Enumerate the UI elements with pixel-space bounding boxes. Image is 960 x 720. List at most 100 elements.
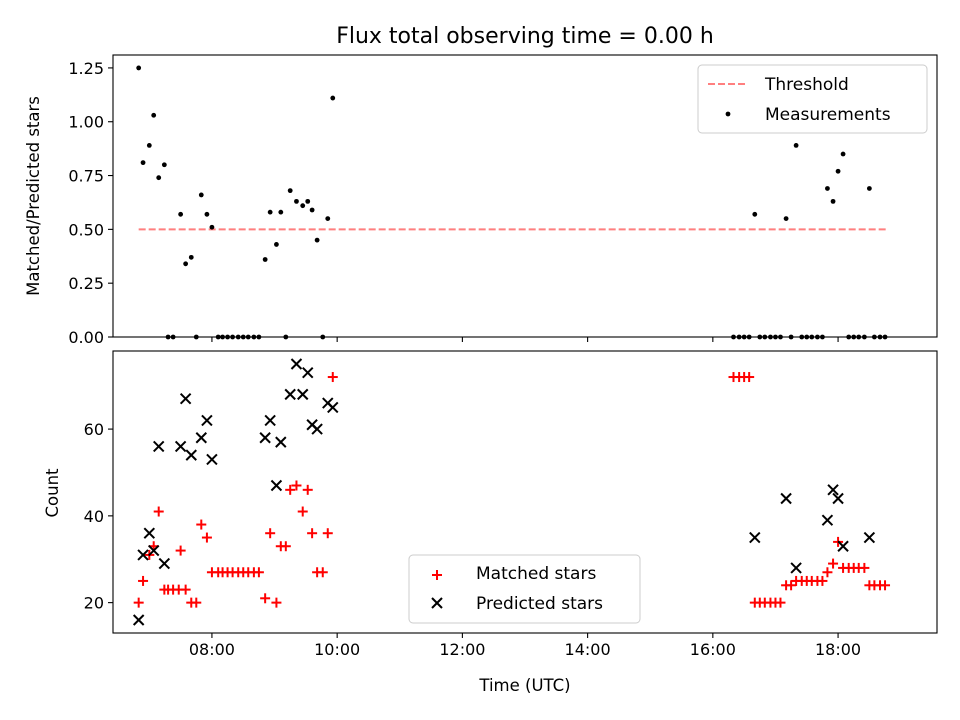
predicted-stars-point — [290, 358, 303, 370]
measurements-point — [305, 198, 311, 204]
predicted-stars-point — [132, 614, 145, 626]
predicted-stars-point — [863, 531, 876, 544]
bottom-axes-frame — [112, 350, 938, 634]
measurements-point — [198, 192, 204, 198]
predicted-stars-point — [195, 432, 207, 444]
top-y-tick-label: 0.00 — [68, 328, 104, 347]
measurements-point — [274, 242, 279, 247]
top-axes-frame — [112, 54, 938, 338]
legend-threshold-label: Threshold — [764, 75, 849, 95]
legend-measurements-label: Measurements — [765, 105, 891, 125]
measurements-point — [294, 198, 299, 204]
top-panel: Flux total observing time = 0.00 h Match… — [24, 24, 938, 347]
measurements-point — [140, 160, 146, 166]
predicted-stars-point — [832, 492, 844, 505]
measurements-point — [262, 257, 268, 262]
x-axis-label: Time (UTC) — [478, 676, 570, 695]
measurements-point — [161, 162, 167, 168]
measurements-point — [209, 224, 215, 230]
matched-stars-point — [297, 506, 308, 517]
predicted-stars-point — [275, 436, 287, 448]
legend-predicted-swatch — [431, 597, 443, 609]
predicted-stars-point — [179, 393, 192, 405]
matched-stars-point — [180, 584, 191, 595]
top-y-tick-label: 1.25 — [68, 59, 104, 78]
measurements-point — [314, 237, 320, 243]
measurements-point — [866, 186, 872, 191]
predicted-stars-point — [780, 492, 792, 505]
predicted-stars-point — [174, 440, 187, 453]
bottom-x-tick-label: 18:00 — [815, 640, 861, 659]
predicted-stars-point — [821, 514, 834, 526]
predicted-stars-point — [302, 366, 314, 379]
matched-stars-point — [327, 372, 338, 383]
measurements-point — [325, 216, 331, 222]
measurements-point — [752, 211, 758, 217]
matched-stars-point — [744, 372, 755, 383]
predicted-stars-point — [264, 414, 276, 427]
legend-measurements-swatch — [725, 111, 731, 117]
matched-stars-point — [253, 567, 264, 578]
matched-stars-point — [302, 484, 313, 495]
measurements-point — [330, 95, 336, 101]
measurements-point — [287, 188, 293, 194]
predicted-stars-point — [147, 544, 160, 557]
bottom-x-tick-label: 16:00 — [690, 640, 736, 659]
matched-stars-point — [786, 580, 797, 591]
matched-stars-point — [775, 597, 786, 608]
matched-stars-point — [291, 480, 302, 491]
legend-matched-swatch — [432, 570, 442, 580]
predicted-stars-point — [837, 540, 849, 552]
matched-stars-point — [133, 597, 144, 608]
measurements-point — [793, 143, 799, 148]
top-legend-box — [697, 64, 928, 134]
matched-stars-point — [859, 562, 870, 573]
legend-matched-label: Matched stars — [476, 564, 596, 584]
measurements-point — [300, 203, 306, 209]
bottom-y-tick-label: 20 — [84, 594, 104, 613]
measurements-point — [178, 211, 184, 217]
matched-stars-point — [317, 567, 328, 578]
bottom-plot-area: 08:00 10:00 12:00 14:00 16:00 18:00 20 40 60 — [84, 358, 891, 659]
top-y-tick-label: 1.00 — [68, 113, 104, 132]
matched-stars-point — [153, 506, 164, 517]
top-y-tick-label: 0.50 — [68, 220, 104, 239]
predicted-stars-point — [749, 531, 761, 544]
predicted-stars-point — [153, 440, 165, 453]
bottom-y-tick-label: 40 — [84, 507, 104, 526]
measurements-point — [783, 216, 789, 222]
measurements-point — [146, 143, 152, 148]
matched-stars-point — [138, 575, 149, 586]
matched-stars-point — [201, 532, 212, 543]
measurements-point — [156, 175, 162, 181]
predicted-stars-point — [327, 401, 339, 414]
matched-stars-point — [265, 528, 276, 539]
predicted-stars-point — [143, 527, 156, 539]
matched-stars-point — [271, 597, 282, 608]
matched-stars-point — [817, 575, 828, 586]
top-y-axis-label: Matched/Predicted stars — [24, 96, 43, 296]
matched-stars-point — [285, 484, 296, 495]
legend-predicted-label: Predicted stars — [476, 594, 603, 614]
predicted-stars-point — [311, 423, 323, 435]
measurements-point — [840, 151, 846, 157]
predicted-stars-point — [297, 388, 309, 401]
measurements-point — [825, 186, 830, 191]
matched-stars-point — [260, 593, 271, 604]
matched-stars-point — [175, 545, 186, 556]
bottom-y-tick-label: 60 — [84, 420, 104, 439]
matched-stars-point — [307, 528, 318, 539]
measurements-point — [151, 112, 157, 118]
bottom-x-tick-label: 10:00 — [314, 640, 360, 659]
matched-stars-point — [828, 558, 839, 569]
predicted-stars-point — [790, 562, 802, 574]
bottom-x-tick-label: 14:00 — [565, 640, 611, 659]
matched-stars-point — [191, 597, 202, 608]
predicted-stars-point — [201, 414, 213, 427]
matched-stars-point — [822, 567, 833, 578]
measurements-point — [278, 209, 284, 215]
measurements-point — [309, 207, 315, 213]
measurements-point — [136, 65, 142, 71]
measurements-point — [267, 209, 273, 215]
